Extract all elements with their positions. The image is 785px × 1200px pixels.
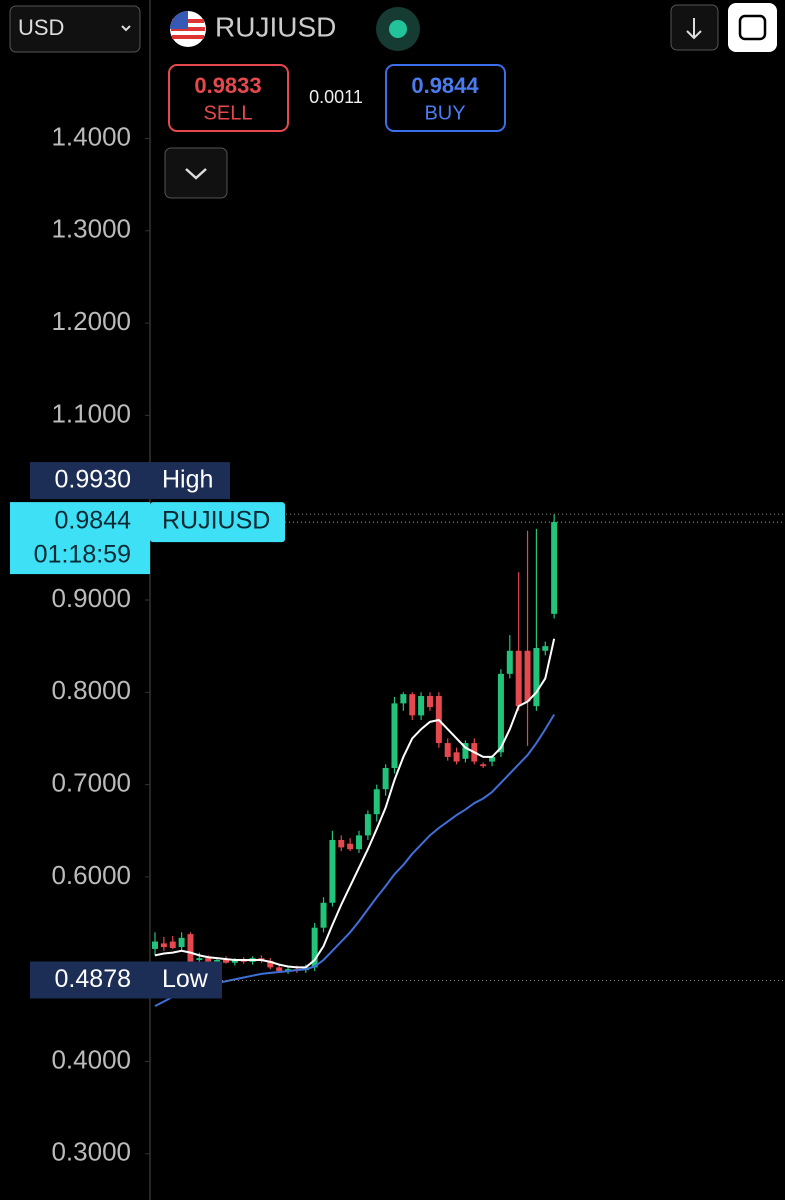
expand-icon <box>185 168 207 180</box>
symbol: RUJIUSD <box>215 11 336 42</box>
flag-canton <box>170 11 188 29</box>
candle-body <box>515 650 522 707</box>
candle-body <box>276 967 283 972</box>
spread: 0.0011 <box>309 87 363 107</box>
download-icon <box>686 18 702 40</box>
candle-body <box>356 835 363 850</box>
candle-body <box>391 703 398 768</box>
candle-body <box>489 756 496 762</box>
candle-body <box>480 764 487 767</box>
price-value: 0.9844 <box>55 507 132 535</box>
moving-average <box>154 638 556 969</box>
candle-body <box>426 696 433 708</box>
candle-body <box>364 814 371 836</box>
candle-body <box>222 960 229 963</box>
candle-body <box>320 902 327 928</box>
high-box <box>30 462 230 500</box>
high-value: 0.9930 <box>55 466 131 494</box>
candle-body <box>169 941 176 948</box>
candle-body <box>267 960 274 968</box>
fullscreen-button[interactable] <box>728 3 777 52</box>
candle-body <box>542 646 549 651</box>
y-tick-label: 0.3000 <box>51 1137 131 1167</box>
y-tick-label: 1.3000 <box>51 214 131 244</box>
fullscreen-icon <box>738 14 767 41</box>
buy-button[interactable] <box>385 64 506 132</box>
candle-body <box>444 743 451 757</box>
price-name-box <box>150 502 285 543</box>
currency-select[interactable] <box>9 5 141 53</box>
candle-body <box>205 958 212 962</box>
y-tick-label: 1.4000 <box>51 121 131 151</box>
sell-label: SELL <box>204 102 253 124</box>
candle-body <box>329 840 336 903</box>
y-tick-label: 0.8000 <box>51 675 131 705</box>
countdown: 01:18:59 <box>34 541 131 569</box>
candle-body <box>524 650 531 702</box>
status-dot <box>389 20 407 38</box>
chevron <box>121 25 131 32</box>
candle-body <box>453 752 460 762</box>
low-name: Low <box>162 965 209 993</box>
candle-body <box>418 696 425 716</box>
candle-body <box>311 927 318 968</box>
candle-body <box>551 522 558 614</box>
candle-body <box>497 673 504 753</box>
sell-price: 0.9833 <box>194 73 261 98</box>
candle-body <box>178 937 185 948</box>
low-box <box>30 961 222 999</box>
currency-label: USD <box>18 15 64 40</box>
high-name: High <box>162 466 213 494</box>
buy-label: BUY <box>424 102 465 124</box>
candle-body <box>347 843 354 850</box>
y-tick-label: 0.9000 <box>51 583 131 613</box>
price-name: RUJIUSD <box>162 507 270 535</box>
y-tick-label: 1.2000 <box>51 306 131 336</box>
candle-body <box>187 934 194 962</box>
y-tick-label: 1.1000 <box>51 398 131 428</box>
candle-body <box>382 768 389 790</box>
candle-body <box>409 694 416 716</box>
candle-body <box>160 943 167 948</box>
candle-body <box>373 789 380 815</box>
candle-body <box>152 941 158 949</box>
low-value: 0.4878 <box>55 965 131 993</box>
sell-button[interactable] <box>168 64 289 132</box>
y-tick-label: 0.7000 <box>51 767 131 797</box>
y-tick-label: 0.4000 <box>51 1044 131 1074</box>
candle-body <box>196 958 203 960</box>
y-tick-label: 0.6000 <box>51 860 131 890</box>
candle-body <box>462 743 469 759</box>
candle-body <box>506 650 513 674</box>
price-box <box>10 502 150 575</box>
candle-body <box>231 960 238 963</box>
buy-price: 0.9844 <box>411 73 479 98</box>
expand-button[interactable] <box>164 147 228 199</box>
candle-body <box>533 648 540 707</box>
candle-body <box>400 694 407 704</box>
candle-body <box>214 960 221 962</box>
candle-body <box>338 840 345 848</box>
